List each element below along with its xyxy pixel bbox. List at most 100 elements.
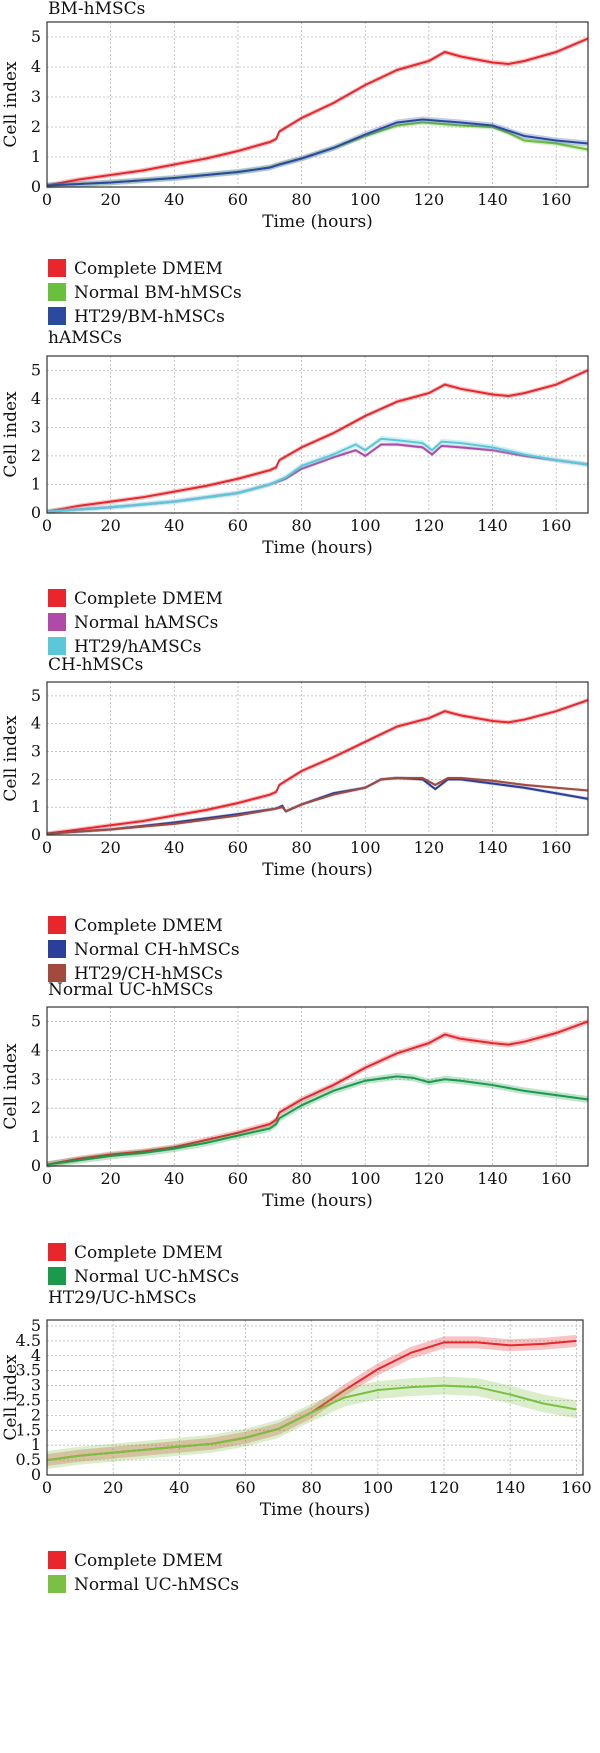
x-tick-label: 100: [350, 190, 381, 209]
y-tick-label: 3: [31, 1376, 41, 1395]
y-tick-label: 1: [31, 147, 41, 166]
x-tick-label: 20: [100, 516, 120, 535]
x-tick-label: 60: [228, 838, 248, 857]
legend-label-2: Normal BM-hMSCs: [74, 283, 242, 303]
series-line-3: [46, 118, 589, 187]
legend: Complete DMEM Normal UC-hMSCs: [48, 1551, 239, 1595]
x-tick-label: 160: [541, 516, 572, 535]
gridlines: [46, 682, 588, 836]
x-tick-label: 20: [100, 1169, 120, 1188]
legend-label-1: Complete DMEM: [74, 916, 223, 936]
y-axis-label: Cell index: [1, 391, 21, 478]
x-tick-label: 120: [429, 1478, 460, 1497]
legend-label-3: HT29/hAMSCs: [74, 637, 202, 657]
y-tick-label: 4: [31, 714, 41, 733]
legend-swatch-2: [48, 613, 66, 631]
x-axis-label: Time (hours): [262, 212, 373, 232]
series-line-1: [46, 1020, 589, 1166]
legend-swatch-3: [48, 307, 66, 325]
legend-label-2: Normal hAMSCs: [74, 613, 218, 633]
y-tick-label: 0: [31, 825, 41, 844]
legend-swatch-1: [48, 259, 66, 277]
x-axis-label: Time (hours): [262, 860, 373, 880]
chart-title: HT29/UC-hMSCs: [48, 1288, 196, 1308]
x-tick-label: 60: [228, 1169, 248, 1188]
y-tick-label: 5: [31, 360, 41, 379]
chart-title: Normal UC-hMSCs: [48, 980, 213, 1000]
legend-label-3: HT29/BM-hMSCs: [74, 307, 225, 327]
x-tick-label: 120: [414, 838, 445, 857]
series-line-3: [46, 776, 589, 835]
legend-swatch-1: [48, 1551, 66, 1569]
y-tick-label: 5: [31, 27, 41, 46]
plot-frame: [46, 355, 589, 514]
x-tick-label: 0: [42, 1478, 52, 1497]
series-line-3: [46, 437, 589, 513]
x-tick-label: 140: [495, 1478, 526, 1497]
x-tick-label: 20: [100, 838, 120, 857]
gridlines: [46, 22, 588, 188]
x-tick-label: 0: [42, 516, 52, 535]
y-tick-label: 2: [31, 1098, 41, 1117]
y-tick-label: 4: [31, 1346, 41, 1365]
legend-swatch-1: [48, 589, 66, 607]
legend-label-2: Normal UC-hMSCs: [74, 1267, 239, 1287]
y-tick-label: 5: [31, 1011, 41, 1030]
y-axis-label: Cell index: [1, 715, 21, 802]
y-tick-label: 5: [31, 686, 41, 705]
y-tick-label: 2: [31, 446, 41, 465]
legend-swatch-1: [48, 1243, 66, 1261]
x-tick-label: 140: [477, 516, 508, 535]
x-tick-label: 60: [228, 190, 248, 209]
x-tick-label: 40: [164, 1169, 184, 1188]
x-tick-label: 120: [414, 1169, 445, 1188]
y-axis-label: Cell index: [1, 1354, 21, 1441]
x-tick-label: 120: [414, 516, 445, 535]
x-tick-label: 140: [477, 1169, 508, 1188]
y-tick-label: 4: [31, 57, 41, 76]
legend: Complete DMEM Normal UC-hMSCs: [48, 1243, 239, 1287]
plot-frame: [46, 1319, 584, 1476]
series-band-3: [47, 435, 588, 515]
legend-swatch-2: [48, 940, 66, 958]
series-band-2: [47, 442, 588, 514]
chart-panel-5: HT29/UC-hMSCs 0 20 40 60 80 100 120 140 160 00.511…: [1, 1288, 592, 1595]
x-tick-label: 80: [291, 1169, 311, 1188]
legend: Complete DMEM Normal CH-hMSCs HT29/CH-hMSC…: [48, 916, 240, 984]
legend-swatch-2: [48, 1575, 66, 1593]
legend-swatch-3: [48, 637, 66, 655]
y-tick-label: 1: [31, 1127, 41, 1146]
y-tick-label: 1: [31, 797, 41, 816]
chart-title: hAMSCs: [48, 328, 122, 348]
legend-swatch-2: [48, 1267, 66, 1285]
y-tick-label: 3: [31, 417, 41, 436]
x-tick-label: 100: [350, 1169, 381, 1188]
x-tick-label: 80: [291, 516, 311, 535]
series-line-1: [46, 369, 589, 513]
plot-frame: [46, 1006, 589, 1167]
y-tick-label: 0.5: [16, 1450, 41, 1469]
y-tick-label: 4: [31, 389, 41, 408]
x-tick-label: 40: [164, 516, 184, 535]
x-axis-label: Time (hours): [260, 1500, 371, 1520]
chart-panel-2: hAMSCs 0 20 40 60 80 100 120 140 160 0 1 2 3 4 5 Time (h…: [1, 328, 589, 657]
y-tick-label: 3: [31, 1069, 41, 1088]
legend-label-1: Complete DMEM: [74, 1551, 223, 1571]
x-tick-label: 60: [228, 516, 248, 535]
y-tick-label: 0: [31, 1465, 41, 1484]
x-tick-label: 80: [291, 190, 311, 209]
y-tick-label: 2.5: [16, 1390, 41, 1409]
series-line-1: [46, 37, 589, 187]
x-tick-label: 40: [169, 1478, 189, 1497]
series-band-2: [47, 1376, 577, 1470]
y-axis-label: Cell index: [1, 1043, 21, 1130]
x-tick-label: 160: [541, 838, 572, 857]
chart-panel-4: Normal UC-hMSCs 0 20 40 60 80 100 120 140 160 0 1 2 3…: [1, 980, 589, 1287]
x-axis-label: Time (hours): [262, 538, 373, 558]
x-tick-label: 160: [541, 190, 572, 209]
legend-label-2: Normal CH-hMSCs: [74, 940, 240, 960]
legend-label-1: Complete DMEM: [74, 1243, 223, 1263]
x-tick-label: 0: [42, 838, 52, 857]
y-tick-label: 2: [31, 117, 41, 136]
